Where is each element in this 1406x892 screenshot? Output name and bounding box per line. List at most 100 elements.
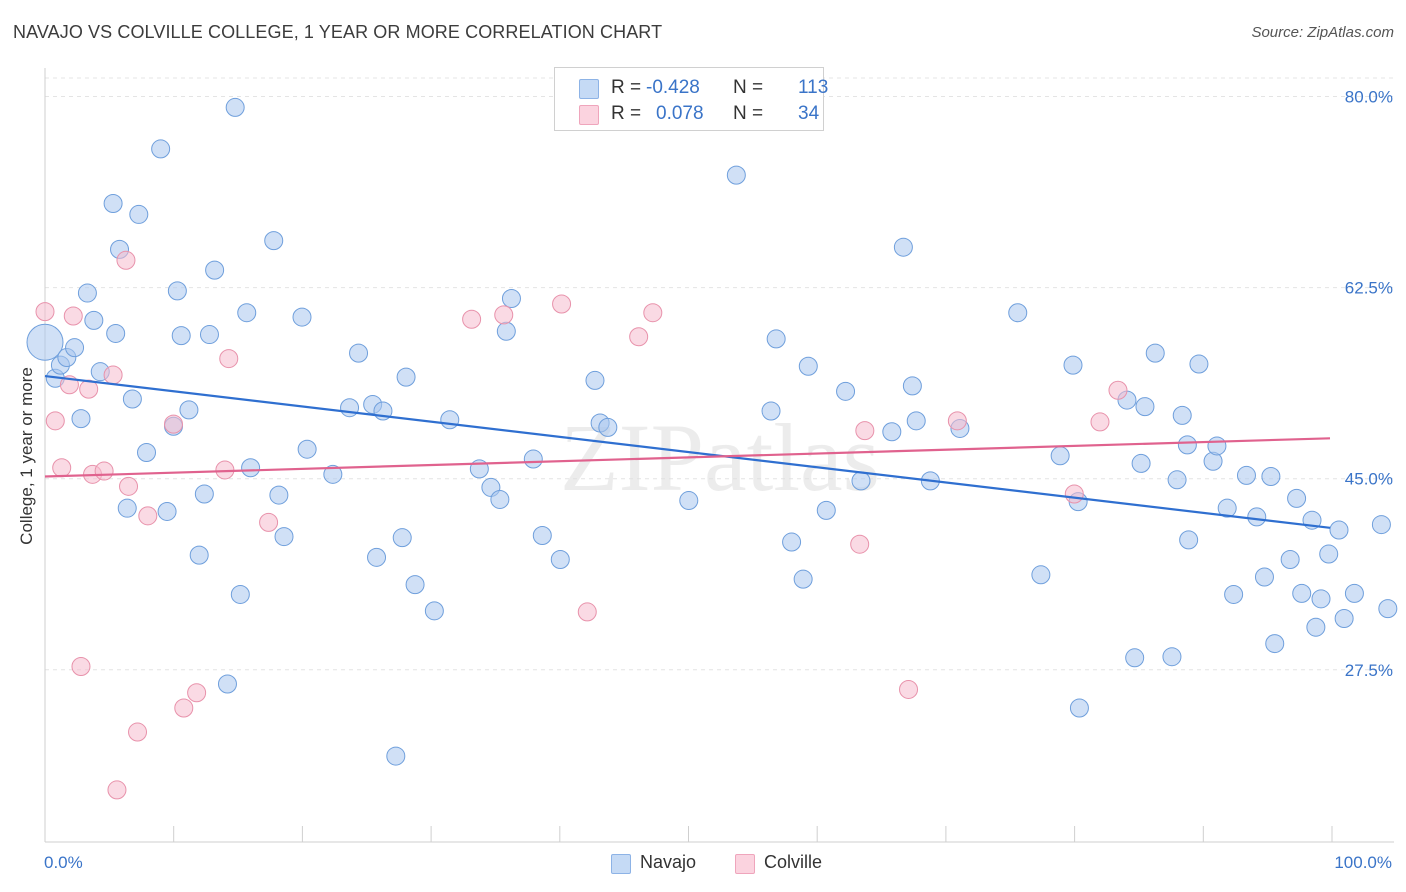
navajo-point [157, 501, 177, 521]
colville-point [462, 309, 482, 329]
navajo-point [1329, 520, 1349, 540]
y-tick-label: 80.0% [1345, 88, 1393, 107]
navajo-point [1031, 565, 1051, 585]
navajo-point [225, 97, 245, 117]
navajo-point [1179, 530, 1199, 550]
navajo-point [323, 464, 343, 484]
navajo-swatch [611, 854, 631, 874]
y-tick-labels: 27.5% 45.0% 62.5% 80.0% [1345, 88, 1393, 680]
navajo-point [496, 321, 516, 341]
navajo-point [71, 409, 91, 429]
navajo-point [585, 370, 605, 390]
navajo-point [1311, 589, 1331, 609]
navajo-point [151, 139, 171, 159]
navajo-point [532, 525, 552, 545]
r-value: -0.428 [646, 77, 700, 98]
navajo-point [424, 601, 444, 621]
n-label: N = [733, 77, 764, 98]
navajo-point [167, 281, 187, 301]
navajo-point [117, 498, 137, 518]
navajo-point [836, 381, 856, 401]
colville-point [1090, 412, 1110, 432]
colville-point [899, 679, 919, 699]
navajo-point [1145, 343, 1165, 363]
colville-point [1108, 380, 1128, 400]
navajo-point [230, 584, 250, 604]
colville-swatch [579, 105, 599, 125]
navajo-point [189, 545, 209, 565]
colville-point [119, 476, 139, 496]
trend-lines [44, 374, 1331, 529]
navajo-point [1162, 647, 1182, 667]
chart-title: NAVAJO VS COLVILLE COLLEGE, 1 YEAR OR MO… [13, 22, 663, 42]
x-tick-min: 0.0% [44, 853, 83, 872]
navajo-point [292, 307, 312, 327]
navajo-point [1319, 544, 1339, 564]
y-tick-label: 45.0% [1345, 470, 1393, 489]
navajo-point [106, 323, 126, 343]
navajo-point [906, 411, 926, 431]
navajo-point [761, 401, 781, 421]
navajo-point [386, 746, 406, 766]
navajo-point [405, 575, 425, 595]
colville-point [116, 250, 136, 270]
navajo-point [793, 569, 813, 589]
navajo-point [199, 325, 219, 345]
navajo-point [598, 417, 618, 437]
navajo-point [501, 289, 521, 309]
navajo-point [1050, 446, 1070, 466]
y-tick-label: 27.5% [1345, 661, 1393, 680]
colville-swatch [735, 854, 755, 874]
navajo-point [349, 343, 369, 363]
navajo-point [26, 323, 64, 361]
navajo-point [1334, 608, 1354, 628]
navajo-point [1069, 698, 1089, 718]
navajo-point [1167, 470, 1187, 490]
navajo-point [1135, 397, 1155, 417]
navajo-point [269, 485, 289, 505]
navajo-point [440, 410, 460, 430]
navajo-point [1280, 550, 1300, 570]
navajo-point [1236, 465, 1256, 485]
navajo-point [367, 547, 387, 567]
navajo-point [726, 165, 746, 185]
navajo-point [122, 389, 142, 409]
x-tick-max: 100.0% [1334, 853, 1392, 872]
navajo-point [1131, 453, 1151, 473]
colville-point [138, 506, 158, 526]
navajo-point [392, 528, 412, 548]
r-value: 0.078 [656, 103, 704, 124]
colville-point [128, 722, 148, 742]
navajo-point [1247, 507, 1267, 527]
trend-line-navajo [44, 374, 1331, 529]
navajo-point [851, 471, 871, 491]
navajo-point [1008, 303, 1028, 323]
navajo-point [1306, 617, 1326, 637]
colville-point [45, 411, 65, 431]
colville-point [71, 657, 91, 677]
navajo-point [297, 439, 317, 459]
stats-legend: R = -0.428 N = 113 R = 0.078 N = 34 [554, 67, 828, 131]
navajo-point [274, 527, 294, 547]
navajo-point [137, 442, 157, 462]
navajo-point [217, 674, 237, 694]
navajo-point [396, 367, 416, 387]
colville-point [494, 305, 514, 325]
source-label: Source: ZipAtlas.com [1251, 24, 1394, 41]
navajo-point [1177, 435, 1197, 455]
r-label: R = [611, 77, 642, 98]
colville-point [35, 302, 55, 322]
n-label: N = [733, 103, 764, 124]
colville-point [103, 365, 123, 385]
axes [44, 68, 1394, 843]
colville-point [577, 602, 597, 622]
navajo-point [882, 422, 902, 442]
legend-label: Navajo [640, 852, 697, 872]
navajo-point [550, 550, 570, 570]
navajo-swatch [579, 79, 599, 99]
colville-point [855, 421, 875, 441]
colville-point [187, 683, 207, 703]
navajo-point [1378, 599, 1398, 619]
navajo-point [77, 283, 97, 303]
colville-point [643, 303, 663, 323]
